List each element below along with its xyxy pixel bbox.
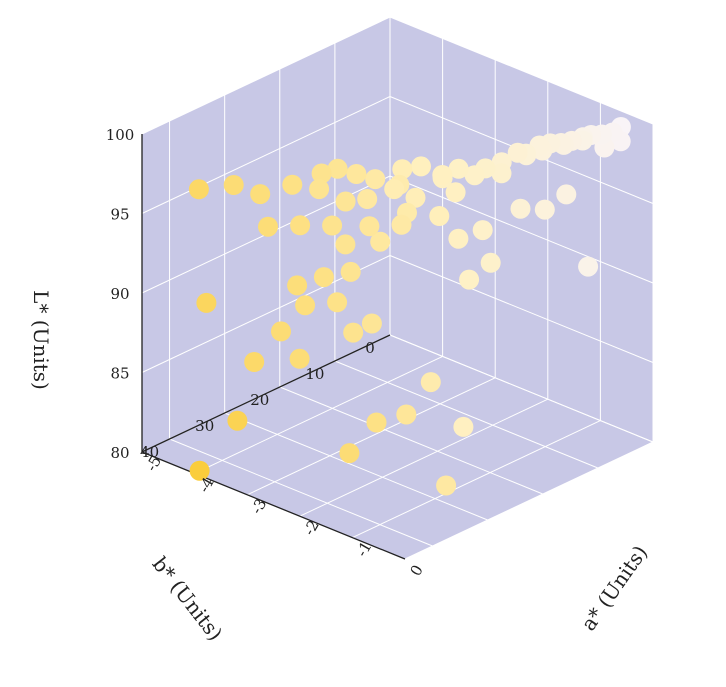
data-point xyxy=(258,216,278,237)
data-point xyxy=(432,165,453,185)
data-point xyxy=(282,174,303,195)
data-point xyxy=(365,169,386,190)
data-point xyxy=(335,191,356,212)
data-point xyxy=(534,199,555,220)
y-tick-label: 10 xyxy=(305,365,324,383)
data-point xyxy=(339,443,360,464)
data-point xyxy=(343,322,364,343)
y-tick-label: 20 xyxy=(250,391,269,409)
z-tick-label: 80 xyxy=(110,444,129,462)
data-point xyxy=(250,184,271,205)
pane-floor xyxy=(142,335,653,559)
z-axis-title: L* (Units) xyxy=(29,290,53,390)
data-point xyxy=(289,348,310,369)
data-point xyxy=(359,216,380,237)
grid-line xyxy=(224,412,488,521)
data-point xyxy=(448,228,469,249)
grid-line xyxy=(194,355,443,474)
data-point xyxy=(295,295,316,316)
grid-line xyxy=(389,175,654,284)
grid-line xyxy=(141,96,391,214)
data-point xyxy=(459,269,480,290)
grid-line xyxy=(246,377,496,496)
data-point xyxy=(335,234,356,255)
data-point xyxy=(429,206,450,226)
data-point xyxy=(392,159,413,180)
x-tick-label: 0 xyxy=(406,562,426,579)
data-point xyxy=(311,163,332,184)
data-point xyxy=(436,475,457,496)
data-point xyxy=(411,156,431,177)
x-axis-line xyxy=(141,451,406,560)
y-axis-title: b* (Units) xyxy=(148,552,228,645)
data-point xyxy=(244,352,265,372)
grid-line xyxy=(169,438,433,547)
data-point xyxy=(453,416,474,437)
grid-line xyxy=(352,420,601,539)
data-point xyxy=(448,158,469,179)
data-point xyxy=(227,410,248,431)
data-point xyxy=(340,261,361,282)
data-point xyxy=(405,187,426,208)
data-point xyxy=(322,215,343,236)
data-point xyxy=(556,184,577,205)
grid-line xyxy=(389,16,654,125)
data-point xyxy=(464,165,485,186)
data-point xyxy=(313,267,334,288)
data-point xyxy=(491,163,512,184)
data-point xyxy=(366,412,387,433)
y-axis-line xyxy=(141,334,391,453)
data-point xyxy=(445,182,466,203)
data-point xyxy=(188,179,209,200)
z-tick-label: 90 xyxy=(110,285,129,303)
data-point xyxy=(287,275,308,296)
data-point xyxy=(357,189,378,209)
grid-line xyxy=(334,360,599,469)
z-tick-label: 95 xyxy=(110,206,129,224)
data-points xyxy=(188,117,631,496)
z-tick-label: 85 xyxy=(110,365,129,383)
data-point xyxy=(223,175,244,195)
data-point xyxy=(480,252,501,273)
data-point xyxy=(510,198,531,219)
grid-line xyxy=(404,441,654,560)
data-point xyxy=(578,256,599,277)
data-point xyxy=(370,231,391,252)
data-point xyxy=(420,372,441,393)
data-point xyxy=(309,179,330,200)
y-tick-label: 40 xyxy=(140,443,159,461)
grid-lines xyxy=(141,16,654,560)
data-point xyxy=(290,215,311,236)
grid-line xyxy=(279,386,543,495)
grid-line xyxy=(299,398,549,517)
grid-line xyxy=(389,334,654,443)
y-tick-label: 30 xyxy=(195,417,214,435)
data-point xyxy=(384,179,405,200)
x-axis-title: a* (Units) xyxy=(576,541,652,635)
data-point xyxy=(361,313,382,334)
z-tick-label: 100 xyxy=(106,126,135,144)
data-point xyxy=(271,321,291,342)
data-point xyxy=(472,220,493,241)
y-tick-label: 0 xyxy=(365,339,375,357)
data-point xyxy=(391,214,412,235)
data-point xyxy=(346,164,367,184)
grid-line xyxy=(389,255,654,363)
data-point xyxy=(327,158,348,179)
data-point xyxy=(189,460,210,481)
data-point xyxy=(396,404,417,425)
data-point xyxy=(196,292,217,313)
data-point xyxy=(507,142,528,163)
grid-line xyxy=(141,16,391,135)
axis-lines xyxy=(141,134,406,560)
data-point xyxy=(327,292,348,313)
